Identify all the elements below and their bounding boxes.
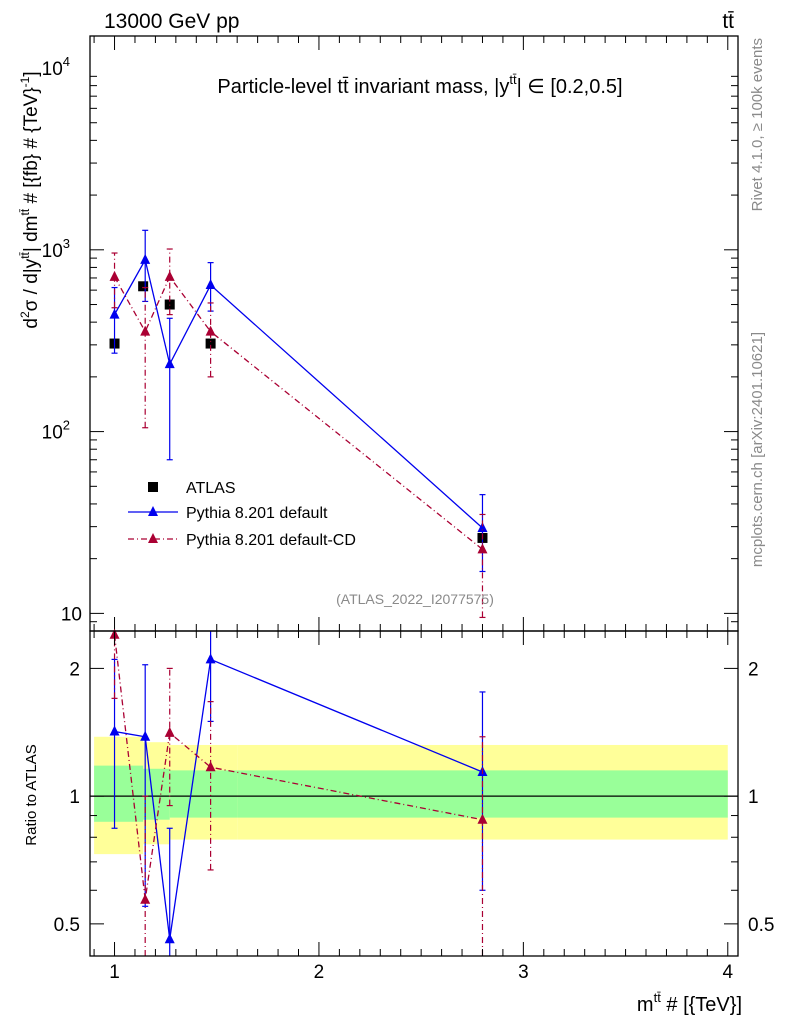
- data-point: [477, 521, 488, 532]
- ratio-xtick-label: 1: [109, 962, 120, 983]
- data-point: [109, 270, 120, 281]
- main-series-layer: [109, 229, 488, 619]
- ratio-series-line: [113, 634, 483, 900]
- ytick-base: 10: [42, 423, 63, 444]
- data-point: [164, 270, 175, 281]
- ratio-point: [140, 730, 151, 741]
- ratio-xlabel: mtt̄ # [{TeV}]: [637, 990, 742, 1016]
- title-tt: tt̄: [337, 76, 349, 98]
- ylabel-end: ]: [21, 71, 42, 76]
- ytick-exponent: 3: [63, 236, 70, 251]
- header-left: 13000 GeV pp: [104, 10, 239, 33]
- title-before: Particle-level: [217, 76, 337, 98]
- ratio-ytick-label-right: 2: [748, 659, 759, 680]
- band-green: [169, 770, 238, 818]
- legend-marker-default: [148, 506, 158, 516]
- ratio-point: [477, 813, 488, 824]
- ylabel-mid: σ / d|y: [21, 258, 42, 311]
- ratio-ylabel: Ratio to ATLAS: [23, 744, 40, 845]
- data-point: [477, 543, 488, 554]
- ylabel-supC: -1: [18, 76, 32, 87]
- data-point: [164, 299, 175, 310]
- series-2: [109, 248, 488, 619]
- ylabel-supA: tt̄: [18, 251, 32, 258]
- data-point: [205, 279, 216, 290]
- title-middle: invariant mass, |y: [349, 76, 510, 98]
- title-after: | ∈ [0.2,0.5]: [517, 76, 623, 98]
- ratio-point: [164, 726, 175, 737]
- data-point: [109, 308, 120, 319]
- ratio-point: [164, 933, 175, 944]
- band-green: [94, 765, 144, 822]
- band-green: [143, 768, 170, 820]
- ytick-base: 10: [42, 241, 63, 262]
- ratio-axis-ticks: 0.5 0.5 1 1 2 2 1 2 3 4: [54, 631, 774, 983]
- main-ytick-label: 10: [61, 604, 82, 625]
- ratio-point: [109, 725, 120, 736]
- ytick-base: 10: [42, 59, 63, 80]
- ylabel-sup2: 2: [18, 311, 32, 318]
- legend-marker-cd: [148, 533, 158, 543]
- main-ytick-label: 104: [42, 54, 70, 80]
- ratio-xtick-label: 2: [314, 962, 325, 983]
- ratio-ytick-label-right: 0.5: [748, 915, 774, 936]
- ytick-exponent: 4: [63, 54, 70, 69]
- ytick-exponent: 2: [63, 418, 70, 433]
- data-point: [205, 338, 216, 349]
- main-ytick-label: 102: [42, 418, 70, 444]
- ratio-xtick-label: 3: [518, 962, 529, 983]
- ylabel-d: d: [21, 318, 42, 329]
- data-point: [205, 325, 216, 336]
- ylabel-mid2: | dm: [21, 216, 42, 253]
- ratio-ytick-label-left: 2: [69, 659, 80, 680]
- legend: ATLAS Pythia 8.201 default Pythia 8.201 …: [128, 480, 356, 549]
- ratio-panel: 0.5 0.5 1 1 2 2 1 2 3 4 Ratio to ATLAS mtt̄ # [{T…: [23, 628, 774, 1016]
- xlabel-sup: tt̄: [654, 990, 662, 1005]
- analysis-watermark: (ATLAS_2022_I2077575): [336, 591, 494, 607]
- ylabel-supB: tt̄: [18, 208, 32, 215]
- main-ytick-label: 103: [42, 236, 70, 262]
- xlabel-rest: # [{TeV}]: [661, 994, 742, 1016]
- legend-label-default: Pythia 8.201 default: [186, 505, 328, 522]
- legend-marker-atlas: [148, 482, 158, 492]
- xlabel-m: m: [637, 994, 654, 1016]
- ratio-frame: [89, 630, 739, 957]
- main-title: Particle-level tt̄ invariant mass, |ytt̄…: [217, 72, 622, 98]
- series-0: [109, 281, 488, 543]
- data-point: [140, 325, 151, 336]
- ylabel-rest: # [{fb} # {TeV}: [21, 87, 42, 209]
- ratio-ytick-label-right: 1: [748, 787, 759, 808]
- ratio-xtick-label: 4: [722, 962, 733, 983]
- ratio-uncertainty-bands: [90, 736, 738, 855]
- ratio-series-0: [109, 631, 488, 956]
- data-point: [164, 358, 175, 369]
- ratio-point: [140, 893, 151, 904]
- legend-label-cd: Pythia 8.201 default-CD: [186, 532, 356, 549]
- header-right: tt̄: [722, 10, 734, 33]
- ratio-ytick-label-left: 0.5: [54, 915, 80, 936]
- data-point: [138, 281, 149, 292]
- title-sup: tt̄: [509, 72, 517, 87]
- mcplots-label: mcplots.cern.ch [arXiv:2401.10621]: [749, 332, 766, 567]
- ratio-ytick-label-left: 1: [69, 787, 80, 808]
- ratio-point: [205, 761, 216, 772]
- main-ylabel: d2σ / d|ytt̄| dmtt̄ # [{fb} # {TeV}-1]: [18, 71, 42, 328]
- data-point: [140, 253, 151, 264]
- legend-label-atlas: ATLAS: [186, 480, 236, 497]
- ratio-point: [205, 653, 216, 664]
- rivet-label: Rivet 4.1.0, ≥ 100k events: [749, 38, 766, 211]
